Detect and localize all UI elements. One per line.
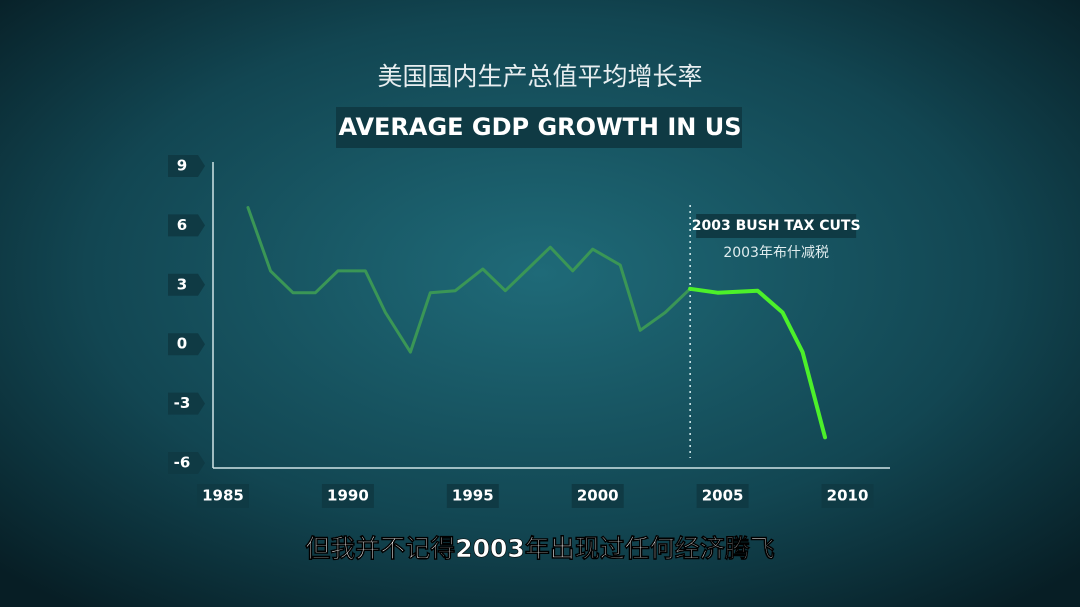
x-tick-box [446,484,499,508]
y-tick-label: 3 [177,275,187,293]
y-tick-box [168,392,205,415]
x-tick-label: 1985 [202,487,244,505]
x-tick-label: 1995 [452,487,494,505]
y-tick-label: 6 [177,216,187,234]
y-tick-label: 0 [177,335,187,353]
subtitle-box [336,107,742,148]
x-tick-box [321,484,374,508]
y-tick-box [168,452,205,474]
annotation-label: 2003 BUSH TAX CUTS [692,218,861,234]
y-tick-box [168,273,205,296]
x-tick-label: 2000 [577,487,619,505]
x-tick-label: 2005 [702,487,744,505]
chart-title: 美国国内生产总值平均增长率 [377,62,702,91]
x-tick-label: 2010 [827,487,869,505]
annotation-box [696,214,857,238]
chart-subtitle: AVERAGE GDP GROWTH IN US [339,113,742,141]
caption: 但我并不记得2003年出现过任何经济腾飞 [305,534,775,563]
x-tick-box [696,484,749,508]
y-tick-box [168,214,205,237]
y-tick-box [168,155,205,177]
annotation-sublabel: 2003年布什减税 [723,245,829,261]
x-tick-box [821,484,874,508]
series-line [246,206,692,354]
series-line [688,286,827,440]
x-tick-box [196,484,249,508]
y-tick-label: -3 [174,394,191,412]
y-tick-label: -6 [174,454,191,472]
x-tick-box [571,484,624,508]
x-tick-label: 1990 [327,487,369,505]
y-tick-label: 9 [177,157,187,175]
y-tick-box [168,333,205,356]
